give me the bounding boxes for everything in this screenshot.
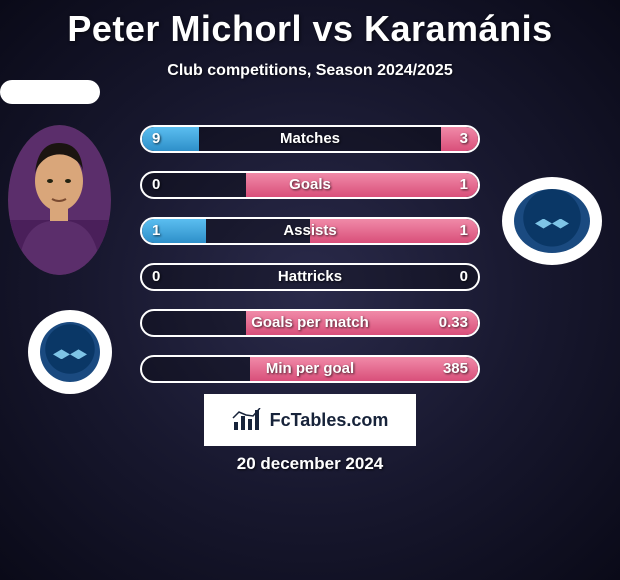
stat-label: Assists xyxy=(142,219,478,243)
stat-label: Min per goal xyxy=(142,357,478,381)
stat-row: 01Goals xyxy=(140,171,480,199)
stat-row: 00Hattricks xyxy=(140,263,480,291)
stat-row: 0.33Goals per match xyxy=(140,309,480,337)
watermark: FcTables.com xyxy=(204,394,416,446)
stat-label: Goals xyxy=(142,173,478,197)
player-photo-right xyxy=(0,80,100,104)
stat-row: 385Min per goal xyxy=(140,355,480,383)
stat-row: 11Assists xyxy=(140,217,480,245)
watermark-text: FcTables.com xyxy=(270,410,389,431)
stat-label: Matches xyxy=(142,127,478,151)
subtitle: Club competitions, Season 2024/2025 xyxy=(0,62,620,80)
stat-row: 93Matches xyxy=(140,125,480,153)
date-text: 20 december 2024 xyxy=(0,454,620,474)
page-title: Peter Michorl vs Karamánis xyxy=(0,0,620,50)
player-photo-left xyxy=(8,125,111,275)
stat-label: Goals per match xyxy=(142,311,478,335)
stat-label: Hattricks xyxy=(142,265,478,289)
club-badge-left xyxy=(28,310,112,394)
chart-icon xyxy=(232,408,262,432)
club-badge-right xyxy=(502,177,602,265)
stats-container: 93Matches 01Goals 11Assists 00Hattricks 0.33… xyxy=(140,125,480,401)
